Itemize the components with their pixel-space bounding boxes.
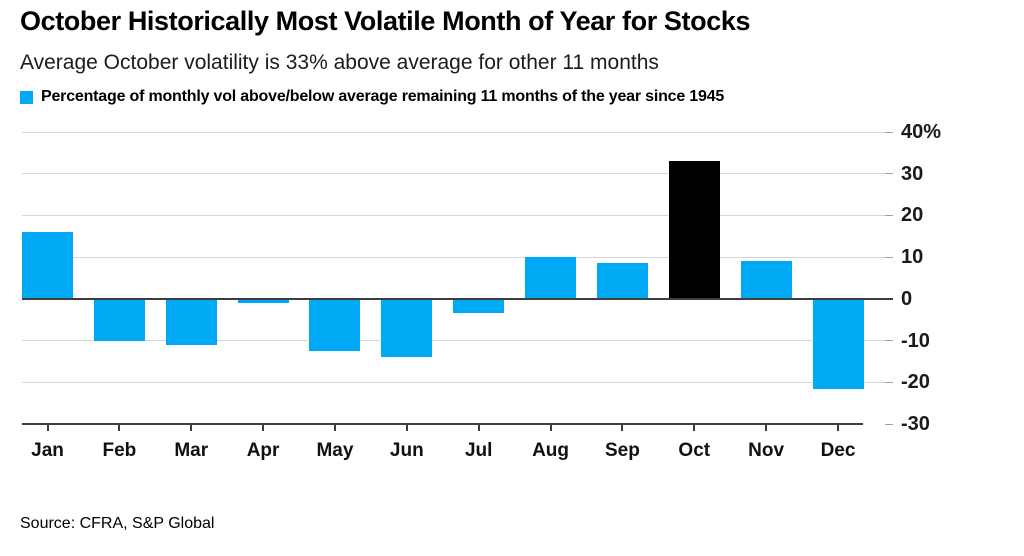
x-axis-label-mar: Mar: [174, 440, 209, 461]
bar-feb: [93, 298, 145, 341]
x-axis-line: [22, 423, 863, 425]
x-axis-tick: [837, 424, 839, 431]
y-axis-label: -10: [901, 329, 930, 352]
legend-swatch-icon: [20, 90, 33, 104]
y-axis-tick: [885, 381, 893, 383]
bar-jul: [453, 298, 505, 314]
y-axis-label: 0: [901, 287, 913, 310]
x-axis-label-nov: Nov: [748, 440, 785, 461]
x-axis-tick: [46, 424, 49, 431]
x-axis-label-jul: Jul: [464, 440, 493, 461]
x-axis-tick: [477, 424, 480, 431]
bar-nov: [740, 261, 792, 299]
y-axis-tick: [885, 173, 893, 175]
gridline: [22, 340, 885, 342]
chart-subtitle: Average October volatility is 33% above …: [20, 51, 659, 74]
gridline: [22, 381, 885, 383]
x-axis-tick: [118, 424, 121, 431]
x-axis-label-may: May: [316, 440, 354, 461]
y-axis-label: -30: [901, 413, 930, 435]
gridline: [22, 256, 885, 258]
x-axis-tick: [693, 424, 696, 431]
y-axis-tick: [885, 423, 893, 425]
y-axis-label: 10: [901, 246, 924, 269]
x-axis-label-feb: Feb: [102, 440, 137, 461]
x-axis-label-sep: Sep: [604, 440, 640, 461]
bar-sep: [596, 263, 648, 299]
x-axis-tick: [262, 424, 265, 431]
x-axis-label-oct: Oct: [678, 440, 711, 461]
legend-label: Percentage of monthly vol above/below av…: [41, 88, 725, 105]
bar-apr: [237, 298, 289, 303]
source-note: Source: CFRA, S&P Global: [20, 515, 215, 532]
chart-title: October Historically Most Volatile Month…: [20, 6, 751, 36]
x-axis-label-jun: Jun: [389, 440, 424, 461]
x-axis-label-jan: Jan: [31, 440, 64, 461]
bar-jan: [22, 232, 73, 299]
y-axis-tick: [885, 214, 893, 216]
x-axis-tick: [549, 424, 552, 431]
y-axis-tick: [885, 131, 893, 133]
gridline: [22, 214, 885, 216]
x-axis-label-dec: Dec: [820, 440, 856, 461]
gridline: [22, 173, 885, 175]
bar-may: [309, 298, 361, 351]
x-axis-tick: [333, 424, 336, 431]
y-axis-tick: [885, 340, 893, 342]
gridline: [22, 131, 885, 133]
bar-oct: [668, 161, 720, 299]
y-axis-label: 40%: [901, 121, 942, 143]
bar-aug: [525, 257, 577, 299]
y-axis-label: 20: [901, 204, 924, 227]
bar-mar: [165, 298, 217, 345]
x-axis-tick: [190, 424, 193, 431]
x-axis-tick: [621, 424, 624, 431]
x-axis-label-aug: Aug: [532, 440, 569, 461]
zero-line: [22, 297, 893, 300]
x-axis-tick: [405, 424, 408, 431]
legend: Percentage of monthly vol above/below av…: [20, 88, 724, 106]
y-axis-label: -20: [901, 371, 930, 394]
x-axis-label-apr: Apr: [246, 440, 280, 461]
x-axis-tick: [765, 424, 768, 431]
y-axis-label: 30: [901, 162, 924, 185]
bar-jun: [381, 298, 433, 358]
bar-dec: [812, 298, 864, 389]
y-axis-tick: [885, 256, 893, 258]
